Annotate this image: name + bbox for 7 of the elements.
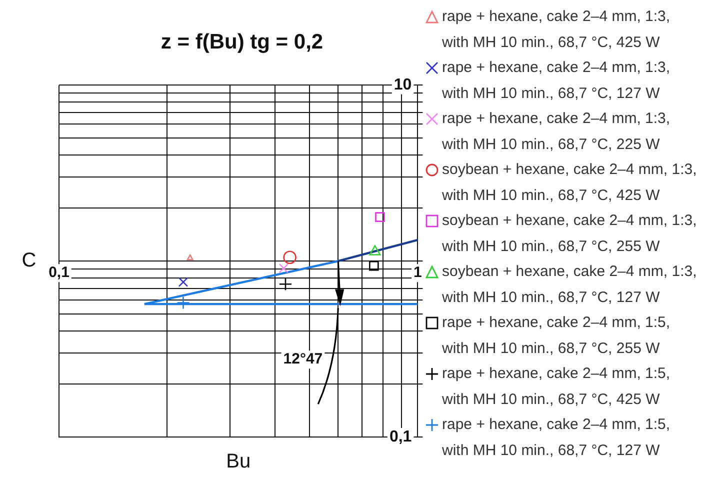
legend-label: rape + hexane, cake 2–4 mm, 1:5, with MH 10 min., 68,7 °C, 127 W (442, 415, 672, 460)
y-tick-label: 10 (394, 76, 412, 94)
annotation: 12°47 (283, 350, 323, 368)
x-axis-title: Bu (226, 450, 251, 473)
y-axis-title: C (22, 250, 36, 272)
chart-title: z = f(Bu) tg = 0,2 (160, 30, 324, 54)
x-tick-label: 1 (414, 264, 422, 282)
